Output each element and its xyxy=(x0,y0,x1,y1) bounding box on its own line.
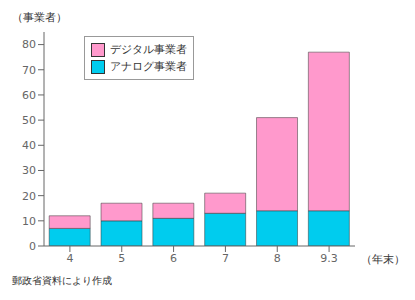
svg-text:80: 80 xyxy=(22,38,36,51)
svg-text:4: 4 xyxy=(66,252,73,265)
svg-text:10: 10 xyxy=(22,215,36,228)
svg-text:50: 50 xyxy=(22,114,36,127)
html-text:デジタル事業者: デジタル事業者 xyxy=(110,43,187,56)
html-text:郵政省資料により作成: 郵政省資料により作成 xyxy=(12,275,112,286)
svg-text:40: 40 xyxy=(22,139,36,152)
svg-text:30: 30 xyxy=(22,164,36,177)
html-text:（事業者）: （事業者） xyxy=(12,11,67,24)
svg-text:8: 8 xyxy=(274,252,281,265)
svg-text:70: 70 xyxy=(22,64,36,77)
svg-text:7: 7 xyxy=(222,252,229,265)
svg-text:20: 20 xyxy=(22,190,36,203)
svg-text:6: 6 xyxy=(170,252,177,265)
svg-text:0: 0 xyxy=(29,240,36,253)
svg-text:5: 5 xyxy=(118,252,125,265)
svg-text:9.3: 9.3 xyxy=(320,252,338,265)
html-text:アナログ事業者: アナログ事業者 xyxy=(110,60,187,73)
html-text:（年末）: （年末） xyxy=(361,253,405,266)
svg-text:60: 60 xyxy=(22,89,36,102)
